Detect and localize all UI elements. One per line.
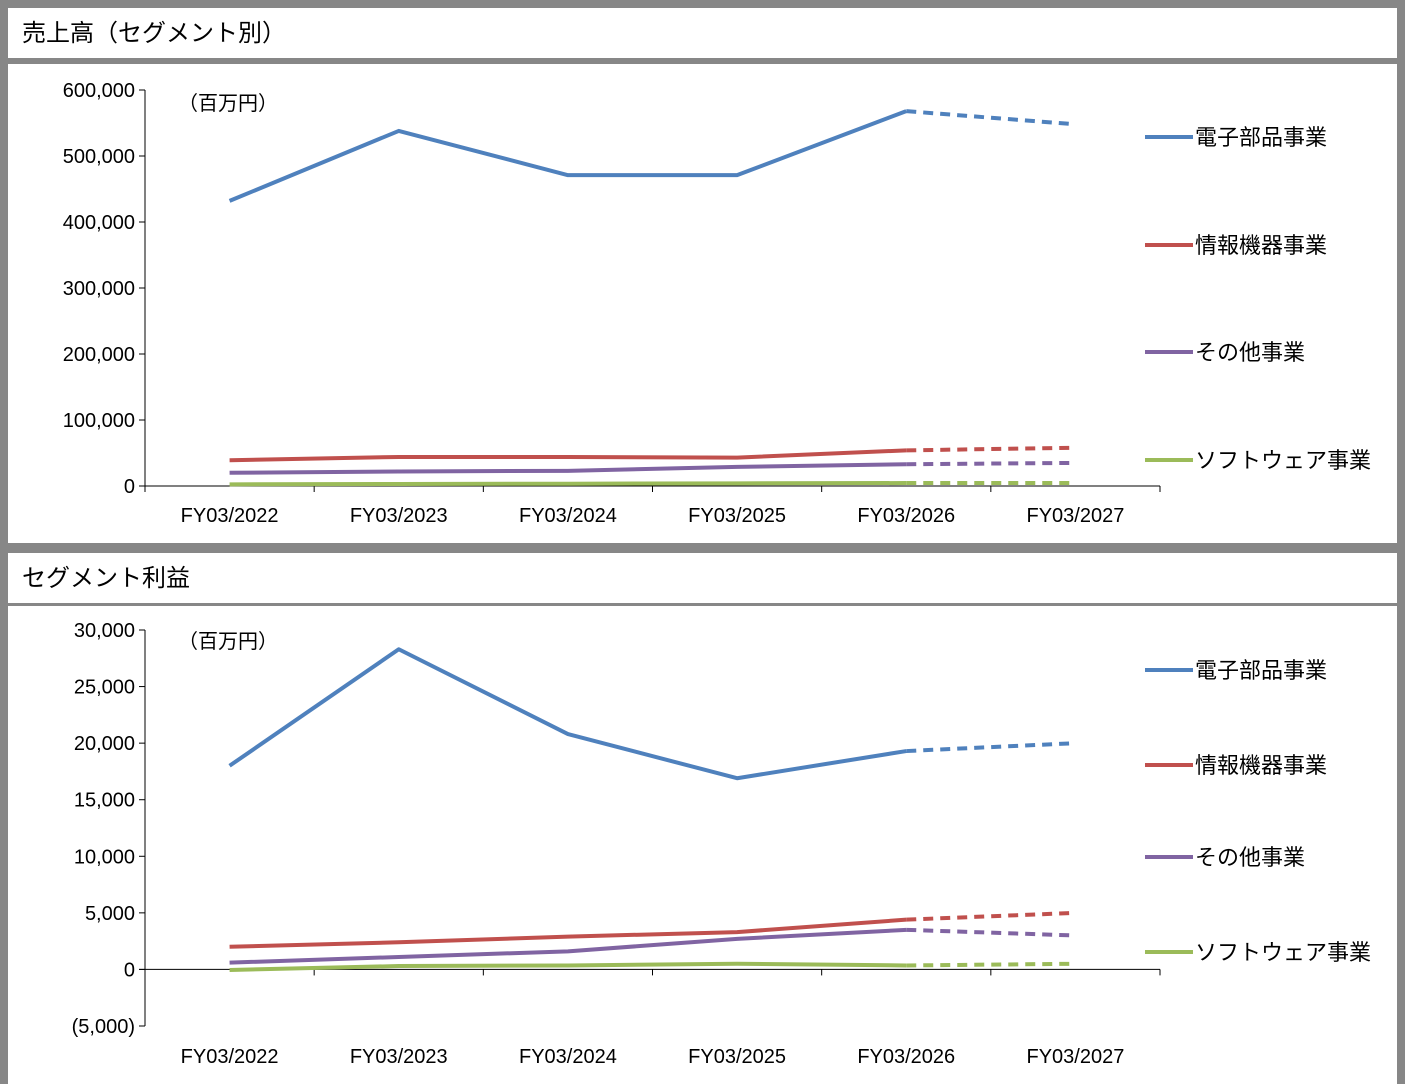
profit-x-tick-label: FY03/2027 [1026, 1046, 1124, 1068]
profit-x-tick-label: FY03/2023 [350, 1046, 448, 1068]
profit-y-tick-label: (5,000) [72, 1016, 135, 1038]
profit-legend-label: 情報機器事業 [1195, 753, 1327, 778]
revenue-series-forecast-line-1 [906, 445, 1076, 453]
profit-series-forecast-line-1 [906, 910, 1076, 922]
profit-y-tick-label: 10,000 [74, 846, 135, 868]
revenue-chart-panel: 0 100,000 200,000 300,000 400,000 500,000 600,… [8, 64, 1397, 543]
revenue-legend-label: ソフトウェア事業 [1195, 448, 1371, 473]
revenue-x-tick-label: FY03/2025 [688, 505, 786, 527]
revenue-y-tick-label: 300,000 [63, 278, 135, 300]
profit-y-tick-label: 25,000 [74, 677, 135, 699]
revenue-chart: 0 100,000 200,000 300,000 400,000 500,000 600,… [63, 80, 1371, 527]
profit-legend-label: ソフトウェア事業 [1195, 940, 1371, 965]
revenue-x-tick-label: FY03/2022 [181, 505, 279, 527]
profit-series-forecast-line-0 [906, 741, 1076, 754]
profit-series-line-1 [229, 917, 907, 949]
profit-legend-label: 電子部品事業 [1195, 658, 1327, 683]
profit-x-tick-label: FY03/2022 [181, 1046, 279, 1068]
profit-series-line-0 [228, 647, 907, 781]
profit-chart: (5,000) 0 5,000 10,000 15,000 20,000 25,000 30,… [72, 620, 1371, 1068]
revenue-x-tick-label: FY03/2024 [519, 505, 617, 527]
revenue-chart-header: 売上高（セグメント別） [8, 8, 1397, 58]
profit-series-line-3 [229, 961, 907, 972]
revenue-series-line-2 [229, 462, 907, 475]
profit-chart-title: セグメント利益 [22, 564, 190, 592]
profit-x-tick-label: FY03/2026 [857, 1046, 955, 1068]
revenue-y-tick-label: 600,000 [63, 80, 135, 102]
revenue-legend-label: 電子部品事業 [1195, 125, 1327, 150]
profit-unit-label: （百万円） [178, 630, 278, 653]
revenue-x-tick-label: FY03/2026 [857, 505, 955, 527]
profit-y-tick-label: 20,000 [74, 733, 135, 755]
revenue-legend-label: 情報機器事業 [1195, 233, 1327, 258]
revenue-y-tick-label: 100,000 [63, 410, 135, 432]
revenue-x-tick-label: FY03/2027 [1026, 505, 1124, 527]
profit-y-tick-label: 15,000 [74, 790, 135, 812]
profit-chart-header: セグメント利益 [8, 553, 1397, 603]
revenue-y-tick-label: 0 [124, 476, 135, 498]
revenue-series-line-1 [229, 448, 907, 463]
profit-x-tick-label: FY03/2024 [519, 1046, 617, 1068]
profit-legend-label: その他事業 [1195, 845, 1305, 870]
revenue-x-tick-label: FY03/2023 [350, 505, 448, 527]
profit-x-tick-label: FY03/2025 [688, 1046, 786, 1068]
profit-series-forecast-line-2 [906, 927, 1076, 938]
profit-chart-panel: (5,000) 0 5,000 10,000 15,000 20,000 25,000 30,… [8, 606, 1397, 1084]
revenue-series-line-3 [229, 481, 907, 487]
profit-series-line-2 [229, 927, 907, 965]
revenue-unit-label: （百万円） [178, 92, 278, 115]
revenue-series-forecast-line-2 [906, 460, 1076, 467]
revenue-legend-label: その他事業 [1195, 340, 1305, 365]
revenue-y-tick-label: 200,000 [63, 344, 135, 366]
revenue-y-tick-label: 400,000 [63, 212, 135, 234]
profit-series-forecast-line-3 [906, 961, 1076, 968]
revenue-chart-title: 売上高（セグメント別） [22, 19, 286, 47]
revenue-series-line-0 [228, 109, 907, 203]
revenue-y-tick-label: 500,000 [63, 146, 135, 168]
profit-y-tick-label: 0 [124, 959, 135, 981]
profit-y-tick-label: 30,000 [74, 620, 135, 642]
profit-y-tick-label: 5,000 [85, 903, 135, 925]
revenue-series-forecast-line-0 [906, 109, 1076, 127]
